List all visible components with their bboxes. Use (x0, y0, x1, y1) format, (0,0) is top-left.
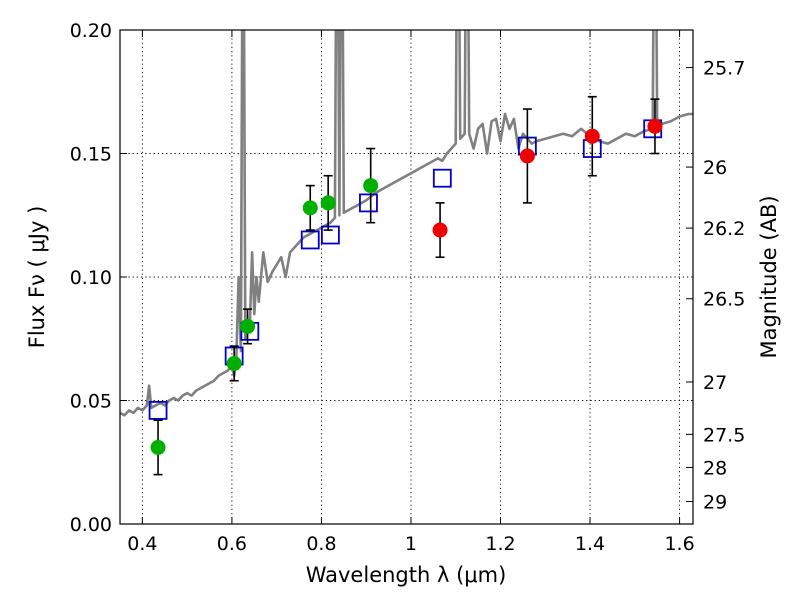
model-photometry-square (432, 168, 452, 188)
plot-area (120, 30, 693, 476)
right-tick-label: 26.2 (703, 218, 745, 240)
y-axis-right-label: Magnitude (AB) (757, 195, 781, 358)
y-axis-label: Flux Fν ( μJy ) (25, 206, 49, 349)
x-tick-label: 0.4 (127, 533, 157, 555)
y-tick-label: 0.20 (70, 20, 112, 42)
observed-flux-point (432, 222, 448, 238)
right-tick-label: 27 (703, 372, 727, 394)
y-tick-label: 0.10 (70, 267, 112, 289)
right-tick-label: 26 (703, 157, 727, 179)
y-tick-label: 0.00 (70, 514, 112, 536)
x-tick-label: 1.6 (664, 533, 694, 555)
observed-flux-point (302, 200, 318, 216)
y-tick-label: 0.15 (70, 144, 112, 166)
observed-flux-point (240, 318, 256, 334)
observed-flux-point (647, 118, 663, 134)
right-tick-label: 27.5 (703, 424, 745, 446)
observed-flux-point (320, 195, 336, 211)
x-tick-label: 0.6 (217, 533, 247, 555)
observed-flux-point (584, 128, 600, 144)
model-photometry-square (300, 230, 320, 250)
observed-flux-point (150, 439, 166, 455)
right-tick-label: 25.7 (703, 58, 745, 80)
plot-frame (119, 29, 694, 525)
observed-flux-point (363, 178, 379, 194)
x-tick-label: 1.4 (575, 533, 605, 555)
y-tick-label: 0.05 (70, 391, 112, 413)
ticks: 0.4 0.6 0.8 1 1.2 1.4 1.6 0.00 0.05 0.10 0.15 0.20 2… (70, 20, 746, 555)
model-photometry-square (359, 193, 378, 213)
right-tick-label: 28 (703, 457, 727, 479)
right-tick-label: 26.5 (703, 289, 745, 311)
model-photometry-square (320, 225, 340, 245)
x-tick-label: 1.2 (485, 533, 515, 555)
observed-flux-point (226, 355, 242, 371)
observed-flux-point (519, 148, 535, 164)
model-photometry-square (148, 400, 168, 420)
model-spectrum-line (120, 30, 693, 417)
right-tick-label: 29 (703, 492, 727, 514)
x-axis-label: Wavelength λ (μm) (306, 563, 507, 587)
x-tick-label: 1 (405, 533, 417, 555)
x-tick-label: 0.8 (306, 533, 336, 555)
